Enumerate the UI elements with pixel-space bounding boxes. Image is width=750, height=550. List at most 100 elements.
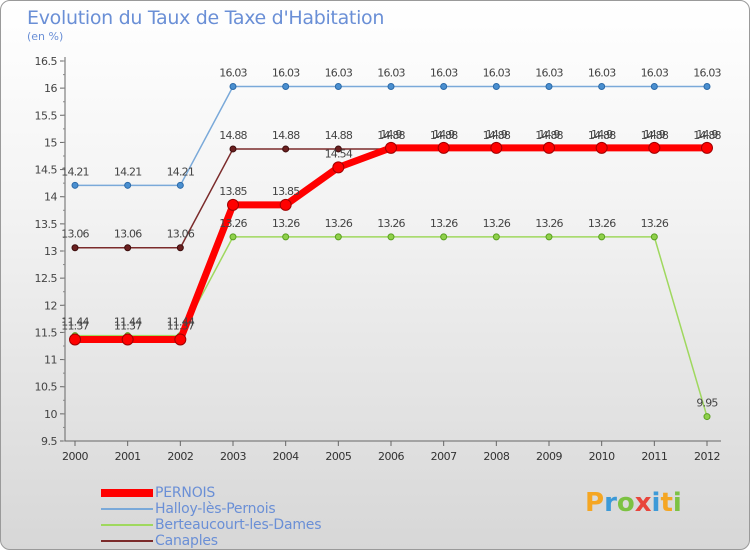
chart-unit-label: (en %) (27, 30, 64, 43)
data-point (598, 83, 606, 91)
data-label: 14.21 (61, 165, 89, 178)
data-label: 14.9 (486, 128, 508, 141)
data-label: 16.03 (219, 67, 247, 80)
data-label: 14.9 (696, 128, 718, 141)
data-label: 13.26 (430, 217, 458, 230)
data-label: 16.03 (588, 67, 616, 80)
y-tick-label: 13 (44, 245, 57, 258)
x-tick-label: 2008 (483, 450, 509, 463)
data-label: 11.44 (114, 316, 142, 329)
legend-item: Berteaucourt-les-Dames (101, 517, 421, 533)
data-point (385, 141, 397, 154)
series-1 (71, 83, 711, 189)
data-label: 14.9 (591, 128, 613, 141)
y-tick-label: 11.5 (35, 326, 58, 339)
data-label: 16.03 (325, 67, 353, 80)
y-tick-label: 15.5 (35, 109, 58, 122)
data-point (595, 141, 608, 154)
data-label: 14.88 (483, 129, 511, 142)
data-label: 13.26 (219, 217, 247, 230)
data-point (71, 244, 79, 252)
data-label: 16.03 (377, 67, 405, 80)
data-point (176, 244, 184, 252)
data-label: 16.03 (272, 67, 300, 80)
data-point (650, 83, 658, 91)
x-tick-label: 2002 (167, 450, 193, 463)
data-label: 14.88 (693, 129, 721, 142)
legend-label: Berteaucourt-les-Dames (155, 517, 322, 533)
y-tick-label: 16.5 (35, 55, 58, 68)
x-tick-label: 2007 (431, 450, 457, 463)
data-label: 13.26 (588, 217, 616, 230)
data-point (650, 233, 658, 241)
data-point (387, 233, 395, 241)
y-tick-label: 12.5 (35, 272, 58, 285)
series-0 (69, 141, 713, 346)
data-label: 14.54 (325, 147, 353, 160)
data-point (598, 233, 606, 241)
data-point (545, 83, 553, 91)
y-tick-label: 15 (44, 136, 57, 149)
legend-label: Canaples (155, 533, 218, 549)
data-point (334, 83, 342, 91)
data-point (229, 83, 237, 91)
data-label: 13.06 (167, 228, 195, 241)
x-tick-label: 2004 (273, 450, 299, 463)
data-label: 14.88 (325, 129, 353, 142)
data-label: 14.9 (433, 128, 455, 141)
x-tick-label: 2005 (325, 450, 351, 463)
y-tick-label: 14 (44, 191, 57, 204)
data-label: 13.26 (483, 217, 511, 230)
data-label: 16.03 (535, 67, 563, 80)
data-label: 13.26 (325, 217, 353, 230)
legend-label: PERNOIS (155, 485, 216, 501)
data-point (703, 83, 711, 91)
data-point (282, 233, 290, 241)
data-point (124, 181, 132, 189)
data-label: 13.26 (377, 217, 405, 230)
data-label: 14.88 (430, 129, 458, 142)
data-point (227, 198, 239, 211)
y-tick-label: 10.5 (35, 381, 58, 394)
data-label: 13.85 (272, 185, 300, 198)
legend-swatch (101, 489, 153, 497)
logo-letter: x (634, 488, 652, 518)
y-tick-label: 16 (44, 82, 57, 95)
data-point (648, 141, 661, 154)
data-point (440, 83, 448, 91)
logo-letter: t (660, 488, 673, 518)
x-tick-label: 2001 (115, 450, 141, 463)
logo-letter: o (616, 488, 635, 518)
data-label: 14.88 (588, 129, 616, 142)
data-label: 11.44 (167, 316, 195, 329)
data-label: 13.85 (219, 185, 247, 198)
x-tick-label: 2003 (220, 450, 246, 463)
data-point (282, 145, 290, 153)
data-label: 13.26 (641, 217, 669, 230)
data-point (701, 141, 713, 154)
data-point (69, 333, 81, 346)
legend-swatch (101, 540, 153, 542)
proxiti-logo: Proxiti (585, 488, 682, 518)
x-tick-label: 2009 (536, 450, 562, 463)
chart-legend: PERNOIS Halloy-lès-Pernois Berteaucourt-le… (101, 485, 421, 549)
logo-letter: i (651, 488, 661, 518)
data-point (387, 83, 395, 91)
data-point (543, 141, 555, 154)
data-label: 13.06 (61, 228, 89, 241)
legend-swatch (101, 524, 153, 526)
data-point (492, 83, 500, 91)
data-label: 14.88 (535, 129, 563, 142)
x-tick-label: 2011 (641, 450, 667, 463)
data-point (124, 244, 132, 252)
legend-item: PERNOIS (101, 485, 421, 501)
data-label: 11.37 (167, 319, 195, 332)
data-label: 9.95 (696, 397, 718, 410)
data-point (440, 233, 448, 241)
x-tick-label: 2006 (378, 450, 404, 463)
y-tick-label: 14.5 (35, 164, 58, 177)
x-tick-label: 2000 (62, 450, 88, 463)
y-tick-label: 11 (44, 354, 57, 367)
data-label: 16.03 (641, 67, 669, 80)
